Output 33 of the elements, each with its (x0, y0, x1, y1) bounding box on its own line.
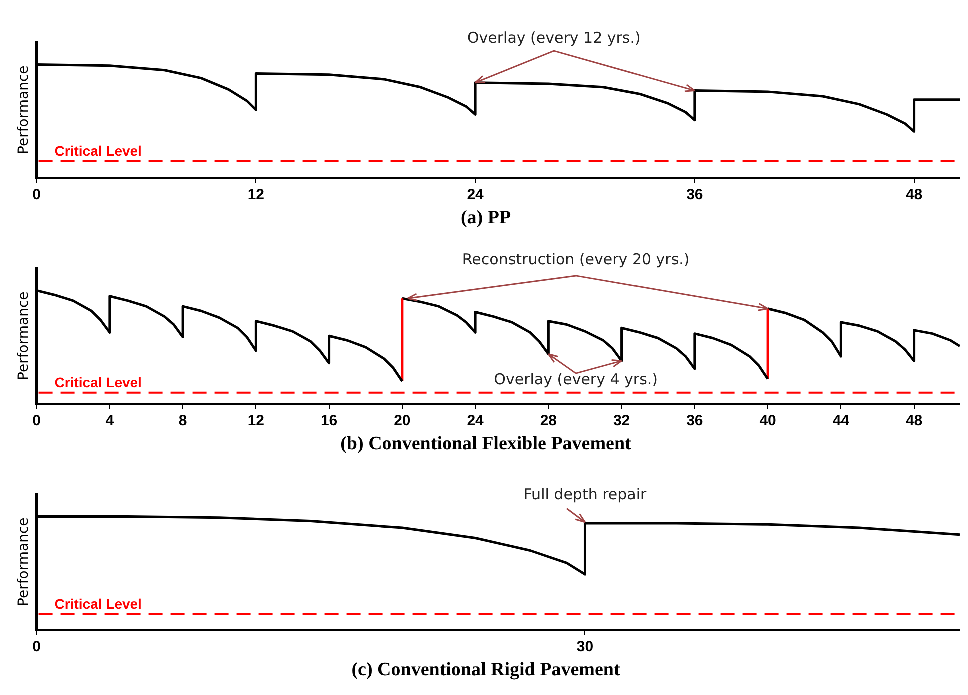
x-tick-label: 0 (32, 638, 41, 656)
x-tick-label: 40 (760, 412, 776, 430)
x-tick-label: 20 (394, 412, 411, 430)
text: Overlay (every 12 yrs.) (467, 28, 641, 47)
x-tick-label: 36 (686, 412, 704, 430)
x-tick-label: 24 (467, 186, 485, 204)
y-axis-title: Performance (16, 518, 32, 606)
annotation: Overlay (every 4 yrs.) (494, 370, 658, 389)
x-tick-label: 4 (106, 412, 115, 430)
text: Reconstruction (every 20 yrs.) (462, 250, 690, 268)
x-tick-label: 36 (686, 186, 704, 204)
ref-line-label: Critical Level (54, 374, 142, 391)
x-tick-label: 12 (248, 186, 265, 204)
x-tick-label: 28 (540, 412, 558, 430)
text: (b) Conventional Flexible Pavement (340, 434, 632, 455)
ref-line-label: Critical Level (54, 143, 142, 160)
x-tick-label: 24 (467, 412, 485, 430)
x-tick-label: 8 (178, 412, 188, 430)
y-axis-title: Performance (16, 66, 32, 154)
x-tick-label: 48 (906, 186, 923, 204)
x-tick-label: 48 (906, 412, 923, 430)
y-axis-title: Performance (16, 292, 32, 380)
text: (a) PP (460, 208, 512, 229)
x-tick-label: 0 (32, 412, 41, 430)
x-tick-label: 16 (320, 412, 338, 430)
x-tick-label: 0 (32, 186, 41, 204)
x-tick-label: 44 (832, 412, 850, 430)
x-tick-label: 30 (576, 638, 594, 656)
text: (c) Conventional Rigid Pavement (352, 660, 621, 681)
x-tick-label: 32 (613, 412, 630, 430)
x-tick-label: 12 (248, 412, 265, 430)
ref-line-label: Critical Level (54, 596, 142, 612)
text: Full depth repair (524, 485, 648, 504)
